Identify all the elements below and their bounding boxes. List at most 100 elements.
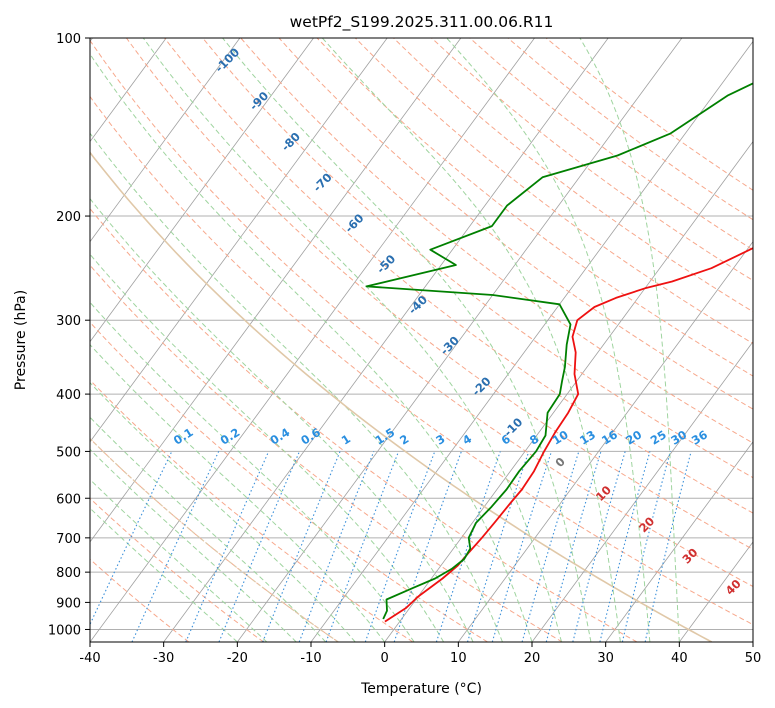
dry-adiabat-label: -80 <box>278 129 303 154</box>
isotherm-line <box>310 40 753 642</box>
x-tick-label: 0 <box>381 651 389 666</box>
mixing-ratio-line <box>572 451 626 642</box>
x-tick-label: -40 <box>79 651 100 666</box>
dry-adiabat-line <box>393 38 753 313</box>
moist-adiabat-line <box>321 38 621 642</box>
moist-adiabat-line <box>142 38 562 642</box>
isotherm-line <box>752 641 753 642</box>
isotherm-line <box>531 341 753 642</box>
x-tick-label: 40 <box>671 651 688 666</box>
moist-adiabat-line <box>90 343 386 642</box>
temperature-profile <box>384 247 753 623</box>
mixing-ratio-line <box>90 451 173 626</box>
dry-adiabat-line <box>90 95 753 626</box>
isotherm-line <box>237 38 683 642</box>
dry-adiabat-line <box>431 38 753 282</box>
isotherm-line <box>90 38 167 143</box>
moist-adiabat-line <box>90 416 327 642</box>
mixing-ratio-line <box>521 451 580 642</box>
mixing-ratio-line <box>621 451 671 642</box>
y-tick-label: 900 <box>56 596 81 611</box>
mixing-ratio-line <box>599 451 651 642</box>
moist-adiabat-line <box>446 38 651 642</box>
dry-adiabat-label: -100 <box>212 45 242 75</box>
moist-adiabat-label: 20 <box>636 514 657 535</box>
x-tick-label: -20 <box>227 651 248 666</box>
mixing-ratio-label: 0.4 <box>268 425 293 448</box>
mixing-ratio-line <box>435 451 501 642</box>
mixing-ratio-line <box>218 451 301 642</box>
mixing-ratio-label: 36 <box>689 427 710 447</box>
isotherm-line <box>458 240 753 642</box>
moist-adiabat-line <box>90 197 474 642</box>
dry-adiabat-line <box>316 38 753 377</box>
y-tick-label: 100 <box>56 32 81 47</box>
y-tick-label: 700 <box>56 532 81 547</box>
mixing-ratio-label: 4 <box>460 432 474 448</box>
isotherm-line <box>90 38 535 642</box>
x-tick-label: 10 <box>450 651 467 666</box>
isotherm-line <box>90 38 388 443</box>
moist-adiabat-line <box>90 253 445 642</box>
mixing-ratio-label: 0.2 <box>218 425 243 448</box>
dry-adiabat-label: -40 <box>406 293 431 318</box>
x-tick-label: -10 <box>300 651 321 666</box>
mixing-ratio-line <box>262 451 341 642</box>
isotherm-line <box>90 38 462 543</box>
dry-adiabat-label: -50 <box>374 252 399 277</box>
moist-adiabat-label: 10 <box>593 483 614 504</box>
moist-adiabat-line <box>90 381 356 642</box>
moist-adiabat-line <box>90 478 268 642</box>
dry-adiabat-line <box>278 38 753 410</box>
mixing-ratio-line <box>491 451 553 642</box>
x-tick-label: 50 <box>745 651 762 666</box>
dry-adiabat-line <box>164 38 753 514</box>
dry-adiabat-label: -30 <box>437 333 462 358</box>
dry-adiabat-line <box>90 321 488 642</box>
plot-area: 0.1 0.2 0.4 0.6 1 1.5 2 3 4 6 8 10 13 16 20 25 30 36-100-… <box>90 38 753 642</box>
mixing-ratio-line <box>364 451 436 642</box>
x-tick-label: 20 <box>524 651 541 666</box>
dry-adiabat-label: -20 <box>469 374 494 399</box>
dry-adiabat-line <box>90 497 264 642</box>
moist-adiabat-line <box>579 38 680 642</box>
mixing-ratio-line <box>298 451 375 642</box>
chart-title: wetPf2_S199.2025.311.00.06.R11 <box>290 13 554 32</box>
dry-adiabat-line <box>90 264 563 642</box>
mixing-ratio-label: 10 <box>550 427 571 447</box>
isotherm-line <box>90 38 314 343</box>
moist-adiabat-label: 40 <box>723 577 744 598</box>
moist-adiabat-line <box>90 301 415 642</box>
mixing-ratio-label: 25 <box>648 427 669 447</box>
mixing-ratio-label: 1 <box>339 432 353 448</box>
dry-adiabat-label: -70 <box>310 170 335 195</box>
mixing-ratio-label: 1.5 <box>373 425 398 448</box>
y-tick-label: 800 <box>56 566 81 581</box>
moist-adiabat-line <box>90 132 503 642</box>
isotherm-line <box>90 38 241 243</box>
mixing-ratio-line <box>325 451 400 642</box>
mixing-ratio-line <box>644 451 692 642</box>
dry-adiabat-line <box>125 38 753 550</box>
y-tick-label: 500 <box>56 445 81 460</box>
dry-adiabat-label: -90 <box>247 89 272 114</box>
mixing-ratio-label: 3 <box>433 432 447 448</box>
mixing-ratio-label: 13 <box>577 427 598 447</box>
isotherm-line <box>163 38 609 642</box>
mixing-ratio-line <box>545 451 602 642</box>
mixing-ratio-line <box>466 451 530 642</box>
moist-adiabat-line <box>90 507 238 642</box>
y-axis-label: Pressure (hPa) <box>13 290 29 390</box>
x-tick-label: 30 <box>597 651 614 666</box>
dry-adiabat-line <box>90 379 414 642</box>
moist-adiabat-line <box>90 448 297 642</box>
moist-adiabat-line <box>222 38 592 642</box>
isotherm-line <box>605 441 753 642</box>
dry-adiabat-line <box>90 558 190 642</box>
mixing-ratio-label: 2 <box>397 432 411 448</box>
mixing-ratio-label: 20 <box>623 427 644 447</box>
reference-curve <box>90 151 713 642</box>
moist-adiabat-label: 30 <box>679 545 700 566</box>
dewpoint-profile <box>365 82 753 620</box>
